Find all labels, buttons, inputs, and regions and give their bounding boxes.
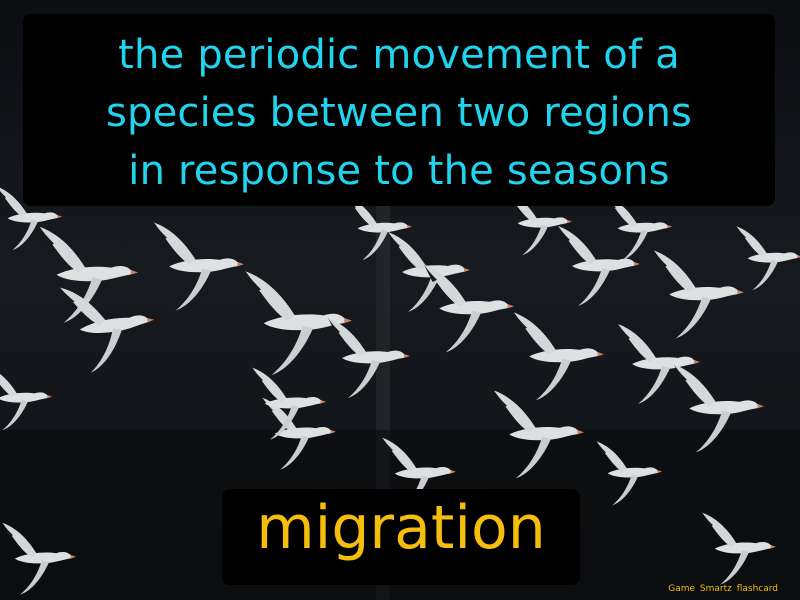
definition-line-2: species between two regions	[105, 90, 693, 136]
term-box: migration	[222, 489, 580, 585]
term-title: migration	[256, 493, 546, 563]
definition-line-3: in response to the seasons	[128, 148, 670, 194]
watermark-text: Game Smartz flashcard	[668, 584, 778, 594]
definition-line-1: the periodic movement of a	[118, 32, 680, 78]
definition-box: the periodic movement of a species betwe…	[23, 14, 775, 206]
